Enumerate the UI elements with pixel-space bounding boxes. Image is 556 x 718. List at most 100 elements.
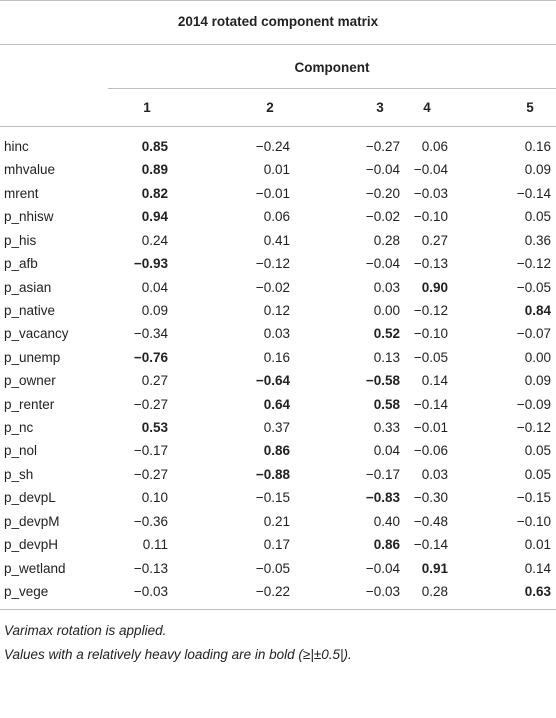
- column-header: 5: [526, 100, 534, 115]
- cell-value: 0.86: [263, 443, 290, 459]
- cell-value: −0.04: [365, 256, 400, 272]
- cell-value: −0.22: [255, 584, 290, 599]
- cell-value: −0.15: [255, 490, 290, 506]
- cell-value: −0.17: [365, 466, 400, 482]
- cell-value: −0.02: [365, 209, 400, 225]
- cell-value: −0.03: [133, 584, 168, 599]
- cell-value: 0.14: [421, 373, 448, 389]
- row-label: p_his: [4, 232, 37, 248]
- cell-value: 0.90: [421, 279, 448, 295]
- cell-value: 0.86: [373, 537, 400, 553]
- cell-value: 0.52: [373, 326, 400, 342]
- cell-value: −0.10: [413, 209, 448, 225]
- row-label: p_devpH: [4, 537, 59, 553]
- cell-value: 0.05: [524, 209, 551, 225]
- cell-value: 0.14: [524, 560, 551, 576]
- cell-value: −0.03: [413, 185, 448, 201]
- footnote: Values with a relatively heavy loading a…: [4, 647, 352, 662]
- cell-value: 0.16: [263, 349, 290, 365]
- cell-value: 0.84: [524, 302, 551, 318]
- cell-value: 0.53: [141, 420, 168, 436]
- row-label: p_nhisw: [4, 209, 54, 225]
- cell-value: −0.14: [413, 396, 448, 412]
- row-label: p_nol: [4, 443, 38, 459]
- row-label: p_renter: [4, 396, 55, 412]
- cell-value: −0.17: [133, 443, 168, 459]
- cell-value: 0.04: [373, 443, 400, 459]
- row-label: p_nc: [4, 420, 34, 436]
- cell-value: 0.82: [141, 185, 168, 201]
- cell-value: 0.24: [141, 232, 168, 248]
- cell-value: 0.36: [524, 232, 551, 248]
- cell-value: 0.05: [524, 466, 551, 482]
- cell-value: −0.12: [413, 302, 448, 318]
- rule: [108, 88, 556, 89]
- cell-value: 0.03: [373, 279, 400, 295]
- cell-value: 0.13: [373, 349, 400, 365]
- cell-value: −0.12: [255, 256, 290, 272]
- cell-value: 0.63: [524, 584, 551, 599]
- cell-value: −0.76: [133, 349, 168, 365]
- cell-value: −0.01: [255, 185, 290, 201]
- rule: [0, 126, 556, 127]
- cell-value: −0.36: [133, 513, 168, 529]
- cell-value: −0.05: [516, 279, 551, 295]
- cell-value: −0.07: [516, 326, 551, 342]
- cell-value: 0.21: [263, 513, 290, 529]
- cell-value: 0.06: [421, 139, 448, 154]
- cell-value: −0.48: [413, 513, 448, 529]
- row-label: p_vege: [4, 584, 49, 599]
- cell-value: −0.15: [516, 490, 551, 506]
- cell-value: −0.09: [516, 396, 551, 412]
- cell-value: 0.85: [141, 139, 168, 154]
- cell-value: 0.12: [263, 302, 290, 318]
- cell-value: 0.94: [141, 209, 168, 225]
- cell-value: −0.93: [133, 256, 168, 272]
- cell-value: 0.01: [524, 537, 551, 553]
- group-header: Component: [294, 60, 370, 75]
- cell-value: −0.04: [365, 560, 400, 576]
- cell-value: −0.34: [133, 326, 168, 342]
- row-label: p_devpL: [4, 490, 56, 506]
- cell-value: −0.13: [413, 256, 448, 272]
- cell-value: 0.58: [373, 396, 400, 412]
- cell-value: −0.27: [133, 396, 168, 412]
- row-label: p_native: [4, 302, 56, 318]
- row-label: mhvalue: [4, 162, 56, 178]
- rule: [0, 0, 556, 1]
- row-label: p_afb: [4, 256, 38, 272]
- row-label: p_asian: [4, 279, 52, 295]
- cell-value: −0.20: [365, 185, 400, 201]
- cell-value: −0.14: [413, 537, 448, 553]
- cell-value: −0.10: [413, 326, 448, 342]
- row-label: p_sh: [4, 466, 34, 482]
- cell-value: 0.27: [141, 373, 168, 389]
- cell-value: 0.09: [524, 373, 551, 389]
- cell-value: −0.04: [365, 162, 400, 178]
- cell-value: 0.05: [524, 443, 551, 459]
- cell-value: −0.01: [413, 420, 448, 436]
- row-label: p_wetland: [4, 560, 66, 576]
- cell-value: 0.41: [263, 232, 290, 248]
- cell-value: −0.30: [413, 490, 448, 506]
- cell-value: 0.06: [263, 209, 290, 225]
- cell-value: −0.04: [413, 162, 448, 178]
- row-label: p_owner: [4, 373, 56, 389]
- cell-value: −0.83: [365, 490, 400, 506]
- cell-value: 0.89: [141, 162, 168, 178]
- footnote: Varimax rotation is applied.: [4, 623, 167, 638]
- cell-value: −0.05: [413, 349, 448, 365]
- cell-value: −0.12: [516, 256, 551, 272]
- cell-value: −0.13: [133, 560, 168, 576]
- cell-value: 0.28: [373, 232, 400, 248]
- cell-value: 0.28: [421, 584, 448, 599]
- cell-value: 0.27: [421, 232, 448, 248]
- cell-value: 0.33: [373, 420, 400, 436]
- cell-value: 0.11: [142, 537, 168, 553]
- cell-value: 0.40: [373, 513, 400, 529]
- cell-value: −0.14: [516, 185, 551, 201]
- cell-value: −0.58: [365, 373, 400, 389]
- cell-value: 0.00: [373, 302, 400, 318]
- rule: [0, 44, 556, 45]
